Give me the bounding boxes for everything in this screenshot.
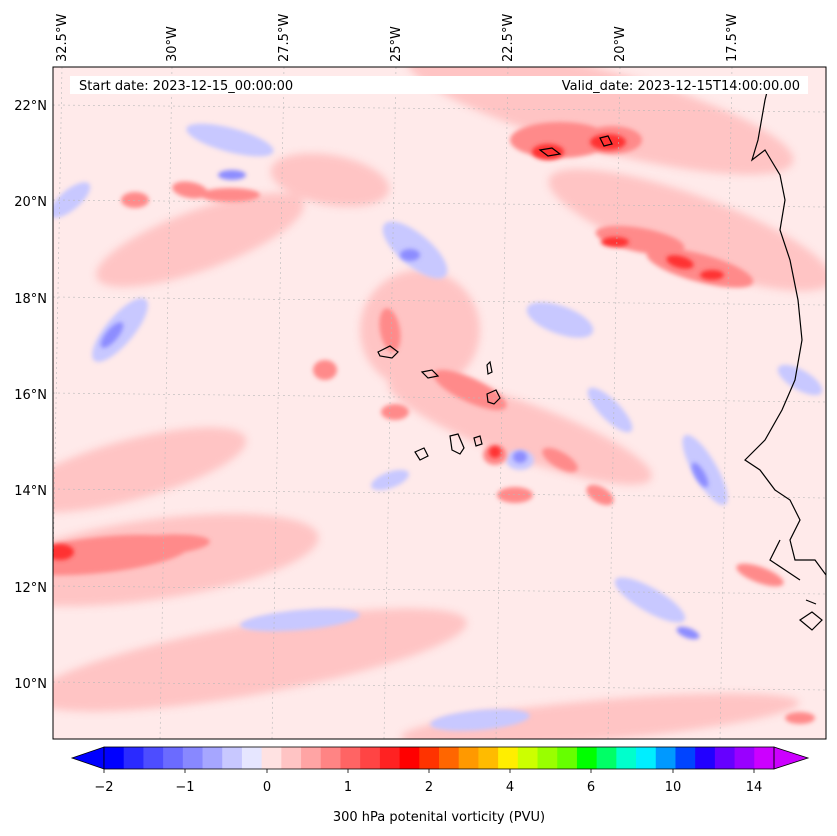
- lon-label: 27.5°W: [277, 14, 292, 62]
- colorbar-segment: [557, 747, 578, 769]
- start-date-label: Start date: 2023-12-15_00:00:00: [79, 79, 293, 94]
- colorbar-segment: [655, 747, 676, 769]
- colorbar-segment: [419, 747, 440, 769]
- lat-label: 14°N: [14, 484, 47, 499]
- colorbar-tick-label: 10: [665, 780, 682, 795]
- colorbar-segment: [281, 747, 302, 769]
- lat-label: 22°N: [14, 99, 47, 114]
- colorbar-segment: [754, 747, 775, 769]
- colorbar-segment: [439, 747, 460, 769]
- colorbar-segment: [340, 747, 361, 769]
- island-sao-vicente: [420, 369, 440, 379]
- colorbar-segment: [596, 747, 617, 769]
- colorbar-segment: [241, 747, 263, 769]
- african-coast: [744, 79, 826, 576]
- colorbar-tick-label: −2: [94, 780, 113, 795]
- colorbar-ticks: [103, 769, 755, 773]
- lat-label: 20°N: [14, 195, 47, 210]
- colorbar-segments: [104, 747, 775, 769]
- colorbar-segment: [399, 747, 420, 769]
- island-santiago: [449, 433, 465, 455]
- colorbar-segment: [616, 747, 637, 769]
- colorbar-segment: [123, 747, 144, 769]
- colorbar-segment: [360, 747, 381, 769]
- colorbar-frame: [103, 746, 775, 770]
- colorbar-segment: [714, 747, 736, 769]
- lon-label: 17.5°W: [725, 14, 740, 62]
- island-maio: [473, 435, 483, 447]
- valid-date-label: Valid_date: 2023-12-15T14:00:00.00: [562, 79, 800, 94]
- colorbar-segment: [143, 747, 164, 769]
- map-frame: [52, 66, 827, 740]
- colorbar-segment: [576, 747, 598, 769]
- lat-label: 12°N: [14, 581, 47, 596]
- lon-label: 32.5°W: [55, 14, 70, 62]
- coastlines: [377, 79, 826, 631]
- island-fogo: [414, 447, 429, 461]
- colorbar-title: 300 hPa potenital vorticity (PVU): [333, 810, 545, 825]
- lon-label: 22.5°W: [501, 14, 516, 62]
- colorbar-segment: [261, 747, 282, 769]
- colorbar-tick-label: 6: [587, 780, 595, 795]
- pv-field-strong-red: [53, 134, 724, 560]
- pv-field-blue-light: [53, 123, 823, 731]
- colorbar-extend-low: [70, 746, 105, 770]
- colorbar-segment: [636, 747, 657, 769]
- colorbar-tick-label: 1: [344, 780, 352, 795]
- pv-field-light: [53, 67, 826, 739]
- longitude-labels: 32.5°W 30°W 27.5°W 25°W 22.5°W 20°W 17.5…: [55, 14, 740, 62]
- colorbar-tick-label: 2: [425, 780, 433, 795]
- colorbar-segment: [695, 747, 716, 769]
- colorbar-segment: [517, 747, 539, 769]
- colorbar-segment: [458, 747, 479, 769]
- lat-label: 10°N: [14, 677, 47, 692]
- colorbar-segment: [734, 747, 755, 769]
- colorbar-segment: [222, 747, 243, 769]
- lat-label: 18°N: [14, 292, 47, 307]
- pv-field-blue-mid: [100, 170, 709, 640]
- colorbar-tick-label: 0: [263, 780, 271, 795]
- colorbar-segment: [320, 747, 341, 769]
- colorbar-tick-label: −1: [175, 780, 194, 795]
- colorbar-segment: [301, 747, 322, 769]
- colorbar-segment: [478, 747, 499, 769]
- lat-label: 16°N: [14, 388, 47, 403]
- colorbar-segment: [163, 747, 184, 769]
- colorbar: −2 −1 0 1 2 4 6 10 14 300 hPa potenital …: [70, 746, 810, 825]
- colorbar-tick-label: 14: [746, 780, 763, 795]
- info-banner: [70, 76, 808, 94]
- colorbar-segment: [104, 747, 125, 769]
- colorbar-segment: [182, 747, 204, 769]
- colorbar-segment: [498, 747, 519, 769]
- colorbar-segment: [379, 747, 401, 769]
- colorbar-segment: [537, 747, 558, 769]
- island-boa-vista: [486, 389, 501, 405]
- gridlines: [53, 67, 826, 739]
- colorbar-tick-label: 4: [506, 780, 514, 795]
- colorbar-segment: [202, 747, 223, 769]
- colorbar-segment: [675, 747, 696, 769]
- lon-label: 30°W: [165, 26, 180, 62]
- island-sal: [486, 360, 493, 375]
- map-panel: Start date: 2023-12-15_00:00:00 Valid_da…: [53, 67, 826, 739]
- lon-label: 25°W: [389, 26, 404, 62]
- colorbar-extend-high: [773, 746, 810, 770]
- latitude-labels: 22°N 20°N 18°N 16°N 14°N 12°N 10°N: [14, 99, 47, 692]
- lon-label: 20°W: [613, 26, 628, 62]
- island-santo-antao: [377, 345, 399, 359]
